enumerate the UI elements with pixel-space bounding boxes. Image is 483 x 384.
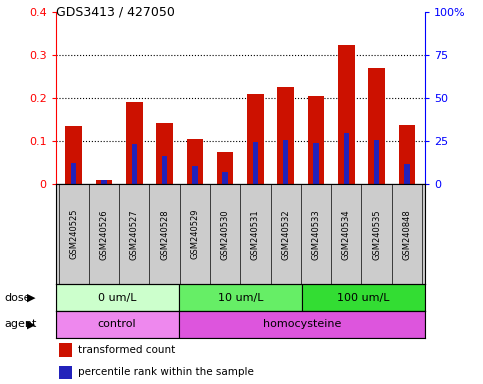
Text: homocysteine: homocysteine — [263, 319, 341, 329]
Bar — [56, 284, 179, 311]
Bar — [398, 125, 415, 184]
Bar — [126, 102, 142, 184]
Bar — [192, 166, 198, 184]
Bar — [374, 140, 379, 184]
Bar — [247, 94, 264, 184]
Bar — [179, 311, 425, 338]
Bar — [308, 96, 325, 184]
Text: GSM240535: GSM240535 — [372, 209, 381, 260]
Bar — [277, 87, 294, 184]
Text: GSM240534: GSM240534 — [342, 209, 351, 260]
Bar — [179, 284, 302, 311]
Text: agent: agent — [5, 319, 37, 329]
Text: GDS3413 / 427050: GDS3413 / 427050 — [56, 6, 174, 19]
Bar — [253, 142, 258, 184]
Text: 10 um/L: 10 um/L — [217, 293, 263, 303]
Bar — [131, 144, 137, 184]
Bar — [404, 164, 410, 184]
Text: percentile rank within the sample: percentile rank within the sample — [78, 367, 254, 377]
Text: GSM240530: GSM240530 — [221, 209, 229, 260]
Text: GSM240532: GSM240532 — [281, 209, 290, 260]
Bar — [96, 180, 113, 184]
Bar — [65, 126, 82, 184]
Text: GSM240527: GSM240527 — [130, 209, 139, 260]
Bar — [283, 140, 288, 184]
Text: 0 um/L: 0 um/L — [98, 293, 136, 303]
Text: dose: dose — [5, 293, 31, 303]
Bar — [71, 163, 76, 184]
Bar — [59, 366, 72, 379]
Text: GSM240533: GSM240533 — [312, 209, 321, 260]
Text: ▶: ▶ — [27, 319, 36, 329]
Bar — [56, 311, 179, 338]
Text: control: control — [98, 319, 136, 329]
Bar — [313, 143, 319, 184]
Bar — [223, 172, 228, 184]
Text: GSM240848: GSM240848 — [402, 209, 412, 260]
Bar — [338, 45, 355, 184]
Bar — [162, 156, 167, 184]
Text: transformed count: transformed count — [78, 345, 175, 355]
Bar — [302, 284, 425, 311]
Bar — [186, 139, 203, 184]
Text: GSM240526: GSM240526 — [99, 209, 109, 260]
Bar — [368, 68, 385, 184]
Text: GSM240525: GSM240525 — [69, 209, 78, 260]
Bar — [156, 122, 173, 184]
Bar — [101, 180, 107, 184]
Text: GSM240528: GSM240528 — [160, 209, 169, 260]
Bar — [343, 133, 349, 184]
Bar — [217, 152, 233, 184]
Text: GSM240529: GSM240529 — [190, 209, 199, 260]
Bar — [59, 343, 72, 357]
Text: ▶: ▶ — [27, 293, 36, 303]
Text: 100 um/L: 100 um/L — [337, 293, 390, 303]
Text: GSM240531: GSM240531 — [251, 209, 260, 260]
